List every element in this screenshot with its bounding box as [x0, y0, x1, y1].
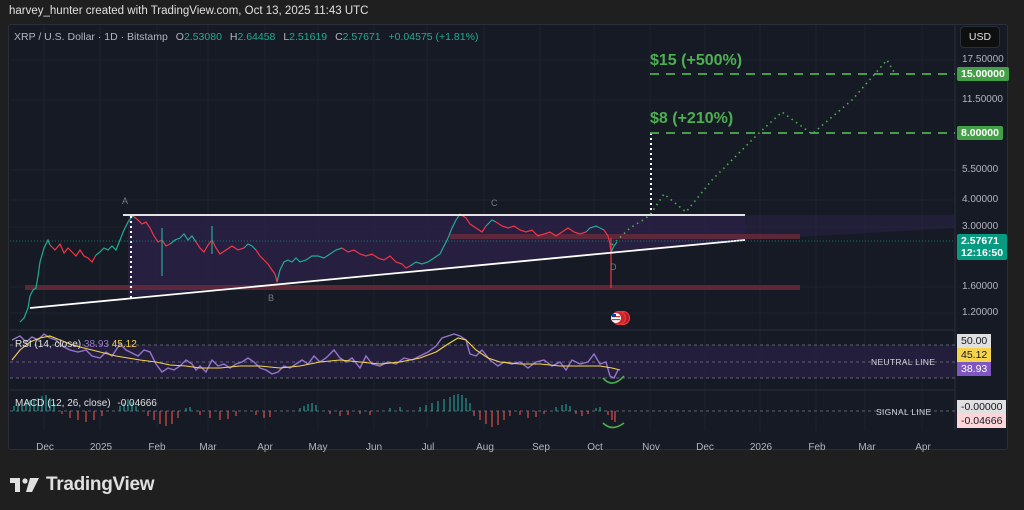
support-zone-mid	[450, 234, 800, 239]
price-tick: 1.60000	[962, 281, 999, 292]
currency-button[interactable]: USD	[960, 26, 1000, 48]
price-tick: 17.50000	[962, 54, 1004, 65]
rsi-ma-value: 45.12	[111, 339, 137, 350]
close-value: 2.57671	[342, 31, 381, 43]
macd-histogram	[13, 394, 616, 427]
signal-line-label: SIGNAL LINE	[876, 407, 932, 417]
support-zone-low	[25, 285, 800, 290]
time-tick: Dec	[36, 442, 54, 453]
macd-value-tag: -0.04666	[957, 414, 1007, 428]
time-tick: Apr	[915, 442, 931, 453]
price-tick: 3.00000	[962, 221, 999, 232]
low-value: 2.51619	[289, 31, 328, 43]
macd-legend[interactable]: MACD (12, 26, close) -0.04666	[15, 398, 157, 409]
target-15-tag: 15.00000	[957, 67, 1009, 81]
high-value: 2.64458	[237, 31, 276, 43]
bar-countdown: 12:16:50	[961, 247, 1004, 259]
time-tick: Sep	[532, 442, 550, 453]
symbol-legend[interactable]: XRP / U.S. Dollar · 1D · Bitstamp O2.530…	[14, 31, 479, 43]
rsi-highlight-arc	[602, 375, 625, 384]
rsi-value: 38.93	[83, 339, 109, 350]
point-a-label: A	[122, 196, 129, 206]
ascending-support-line	[29, 239, 746, 309]
time-tick: May	[308, 442, 328, 453]
macd-highlight-arc	[602, 422, 625, 429]
chart-credit: harvey_hunter created with TradingView.c…	[9, 5, 369, 17]
time-tick: Mar	[858, 442, 876, 453]
price-tick: 11.50000	[962, 94, 1003, 105]
tradingview-logo[interactable]: TradingView	[10, 474, 155, 496]
time-tick: 2026	[749, 442, 773, 453]
target-15-label: $15 (+500%)	[650, 52, 743, 69]
time-tick: Apr	[257, 442, 273, 453]
point-c-label: C	[491, 198, 498, 208]
price-tick: 5.50000	[962, 164, 999, 175]
triangle-extension-fill	[745, 215, 955, 240]
open-value: 2.53080	[183, 31, 222, 43]
time-tick: Jun	[365, 442, 383, 453]
macd-value: -0.04666	[117, 398, 157, 409]
projected-price-path	[611, 58, 895, 246]
time-tick: Feb	[808, 442, 826, 453]
tradingview-brand-text: TradingView	[46, 474, 155, 495]
target-8-tag: 8.00000	[957, 126, 1003, 140]
time-tick: Nov	[642, 442, 660, 453]
time-tick: Aug	[476, 442, 494, 453]
time-tick: Oct	[587, 442, 603, 453]
target-8-label: $8 (+210%)	[650, 110, 734, 127]
rsi-level-tag: 50.00	[957, 334, 992, 348]
time-tick: Jul	[421, 442, 435, 453]
current-price-tag: 2.57671 12:16:50	[957, 234, 1008, 260]
price-tick: 4.00000	[962, 194, 999, 205]
point-d-label: D	[610, 262, 617, 272]
time-tick: Dec	[696, 442, 714, 453]
time-tick: Mar	[199, 442, 217, 453]
current-price: 2.57671	[961, 235, 999, 247]
tradingview-logo-icon	[10, 478, 39, 492]
price-tick: 1.20000	[962, 307, 999, 318]
rsi-legend[interactable]: RSI (14, close) 38.93 45.12	[15, 339, 137, 350]
point-b-label: B	[268, 293, 275, 303]
us-event-flag-icon[interactable]	[611, 310, 631, 326]
rsi-ma-line	[11, 335, 621, 371]
macd-zero-tag: -0.00000	[957, 400, 1007, 414]
time-tick: Feb	[148, 442, 166, 453]
time-tick: 2025	[89, 442, 113, 453]
candlesticks	[19, 213, 618, 323]
change-value: +0.04575 (+1.81%)	[388, 31, 479, 43]
rsi-value-tag: 38.93	[957, 362, 992, 376]
neutral-line-label: NEUTRAL LINE	[871, 357, 936, 367]
rsi-ma-tag: 45.12	[957, 348, 992, 362]
symbol-name: XRP / U.S. Dollar · 1D · Bitstamp	[14, 31, 168, 43]
